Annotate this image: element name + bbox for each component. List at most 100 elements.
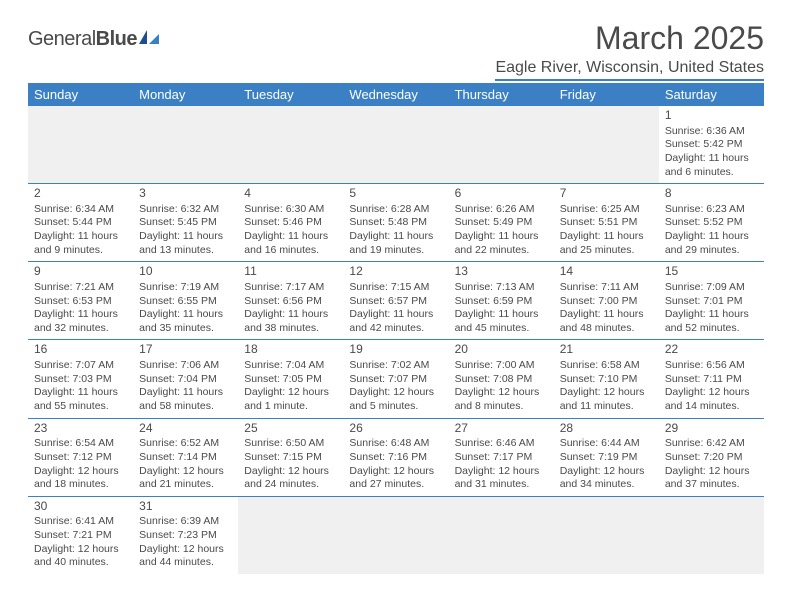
day-cell: 1Sunrise: 6:36 AMSunset: 5:42 PMDaylight… <box>659 106 764 183</box>
month-title: March 2025 <box>495 20 764 57</box>
daylight-text: Daylight: 12 hours <box>665 386 758 400</box>
sunrise-text: Sunrise: 6:50 AM <box>244 437 337 451</box>
daylight-text: Daylight: 12 hours <box>455 465 548 479</box>
sunset-text: Sunset: 6:56 PM <box>244 295 337 309</box>
daylight-text: Daylight: 11 hours <box>34 386 127 400</box>
daylight-text: Daylight: 11 hours <box>349 308 442 322</box>
daylight-text: and 9 minutes. <box>34 244 127 258</box>
sunset-text: Sunset: 7:21 PM <box>34 529 127 543</box>
day-cell: 14Sunrise: 7:11 AMSunset: 7:00 PMDayligh… <box>554 262 659 339</box>
sunset-text: Sunset: 6:59 PM <box>455 295 548 309</box>
sunrise-text: Sunrise: 7:02 AM <box>349 359 442 373</box>
daylight-text: and 22 minutes. <box>455 244 548 258</box>
daylight-text: and 48 minutes. <box>560 322 653 336</box>
week-row: 23Sunrise: 6:54 AMSunset: 7:12 PMDayligh… <box>28 419 764 497</box>
sail-icon <box>137 28 161 51</box>
week-row: 9Sunrise: 7:21 AMSunset: 6:53 PMDaylight… <box>28 262 764 340</box>
sunset-text: Sunset: 5:44 PM <box>34 216 127 230</box>
day-cell: 20Sunrise: 7:00 AMSunset: 7:08 PMDayligh… <box>449 340 554 417</box>
day-number: 29 <box>665 421 758 437</box>
day-cell: 27Sunrise: 6:46 AMSunset: 7:17 PMDayligh… <box>449 419 554 496</box>
sunrise-text: Sunrise: 6:25 AM <box>560 203 653 217</box>
daylight-text: Daylight: 12 hours <box>560 465 653 479</box>
sunrise-text: Sunrise: 6:44 AM <box>560 437 653 451</box>
sunset-text: Sunset: 7:08 PM <box>455 373 548 387</box>
day-number: 25 <box>244 421 337 437</box>
sunrise-text: Sunrise: 6:28 AM <box>349 203 442 217</box>
day-number: 9 <box>34 264 127 280</box>
day-cell <box>449 106 554 183</box>
daylight-text: and 37 minutes. <box>665 478 758 492</box>
sunset-text: Sunset: 7:03 PM <box>34 373 127 387</box>
sunset-text: Sunset: 7:05 PM <box>244 373 337 387</box>
day-number: 17 <box>139 342 232 358</box>
daylight-text: Daylight: 11 hours <box>455 308 548 322</box>
daylight-text: and 18 minutes. <box>34 478 127 492</box>
sunset-text: Sunset: 7:17 PM <box>455 451 548 465</box>
daylight-text: Daylight: 11 hours <box>139 386 232 400</box>
day-cell: 28Sunrise: 6:44 AMSunset: 7:19 PMDayligh… <box>554 419 659 496</box>
day-cell: 30Sunrise: 6:41 AMSunset: 7:21 PMDayligh… <box>28 497 133 574</box>
day-cell: 11Sunrise: 7:17 AMSunset: 6:56 PMDayligh… <box>238 262 343 339</box>
daylight-text: and 55 minutes. <box>34 400 127 414</box>
sunset-text: Sunset: 6:55 PM <box>139 295 232 309</box>
daylight-text: and 42 minutes. <box>349 322 442 336</box>
day-cell: 4Sunrise: 6:30 AMSunset: 5:46 PMDaylight… <box>238 184 343 261</box>
day-cell: 18Sunrise: 7:04 AMSunset: 7:05 PMDayligh… <box>238 340 343 417</box>
sunrise-text: Sunrise: 7:11 AM <box>560 281 653 295</box>
sunset-text: Sunset: 7:11 PM <box>665 373 758 387</box>
daylight-text: Daylight: 12 hours <box>455 386 548 400</box>
sunrise-text: Sunrise: 6:52 AM <box>139 437 232 451</box>
daylight-text: and 40 minutes. <box>34 556 127 570</box>
day-number: 2 <box>34 186 127 202</box>
daylight-text: Daylight: 12 hours <box>34 465 127 479</box>
day-header: Friday <box>554 83 659 106</box>
week-row: 30Sunrise: 6:41 AMSunset: 7:21 PMDayligh… <box>28 497 764 574</box>
sunrise-text: Sunrise: 6:46 AM <box>455 437 548 451</box>
sunrise-text: Sunrise: 6:34 AM <box>34 203 127 217</box>
daylight-text: and 29 minutes. <box>665 244 758 258</box>
day-header: Thursday <box>449 83 554 106</box>
daylight-text: Daylight: 11 hours <box>560 230 653 244</box>
day-header: Wednesday <box>343 83 448 106</box>
day-number: 5 <box>349 186 442 202</box>
daylight-text: and 6 minutes. <box>665 166 758 180</box>
sunrise-text: Sunrise: 7:19 AM <box>139 281 232 295</box>
day-number: 16 <box>34 342 127 358</box>
daylight-text: and 31 minutes. <box>455 478 548 492</box>
daylight-text: Daylight: 12 hours <box>244 386 337 400</box>
day-number: 12 <box>349 264 442 280</box>
daylight-text: and 44 minutes. <box>139 556 232 570</box>
day-cell: 24Sunrise: 6:52 AMSunset: 7:14 PMDayligh… <box>133 419 238 496</box>
day-number: 22 <box>665 342 758 358</box>
sunset-text: Sunset: 7:10 PM <box>560 373 653 387</box>
day-cell: 8Sunrise: 6:23 AMSunset: 5:52 PMDaylight… <box>659 184 764 261</box>
sunset-text: Sunset: 6:53 PM <box>34 295 127 309</box>
day-cell: 15Sunrise: 7:09 AMSunset: 7:01 PMDayligh… <box>659 262 764 339</box>
daylight-text: and 19 minutes. <box>349 244 442 258</box>
sunrise-text: Sunrise: 6:30 AM <box>244 203 337 217</box>
daylight-text: and 25 minutes. <box>560 244 653 258</box>
daylight-text: Daylight: 12 hours <box>139 465 232 479</box>
daylight-text: Daylight: 11 hours <box>665 230 758 244</box>
sunrise-text: Sunrise: 7:09 AM <box>665 281 758 295</box>
day-number: 21 <box>560 342 653 358</box>
daylight-text: Daylight: 11 hours <box>349 230 442 244</box>
sunset-text: Sunset: 5:49 PM <box>455 216 548 230</box>
day-cell: 21Sunrise: 6:58 AMSunset: 7:10 PMDayligh… <box>554 340 659 417</box>
day-cell <box>343 106 448 183</box>
location-subtitle: Eagle River, Wisconsin, United States <box>495 59 764 81</box>
day-cell: 16Sunrise: 7:07 AMSunset: 7:03 PMDayligh… <box>28 340 133 417</box>
sunrise-text: Sunrise: 6:58 AM <box>560 359 653 373</box>
sunrise-text: Sunrise: 6:23 AM <box>665 203 758 217</box>
sunrise-text: Sunrise: 6:48 AM <box>349 437 442 451</box>
day-number: 20 <box>455 342 548 358</box>
day-cell: 5Sunrise: 6:28 AMSunset: 5:48 PMDaylight… <box>343 184 448 261</box>
daylight-text: Daylight: 12 hours <box>34 543 127 557</box>
sunset-text: Sunset: 7:01 PM <box>665 295 758 309</box>
sunset-text: Sunset: 7:14 PM <box>139 451 232 465</box>
daylight-text: and 16 minutes. <box>244 244 337 258</box>
daylight-text: Daylight: 12 hours <box>139 543 232 557</box>
day-number: 11 <box>244 264 337 280</box>
day-cell: 31Sunrise: 6:39 AMSunset: 7:23 PMDayligh… <box>133 497 238 574</box>
